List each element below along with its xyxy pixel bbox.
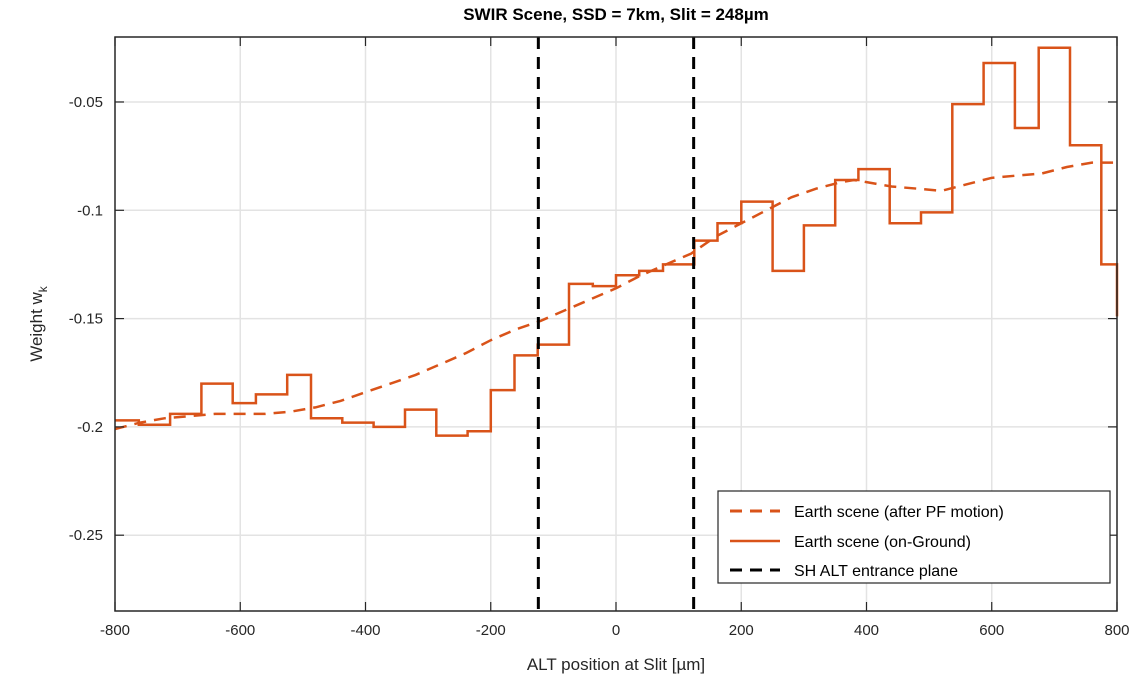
y-tick-label: -0.1 bbox=[77, 202, 103, 219]
x-tick-label: 800 bbox=[1104, 622, 1129, 639]
y-axis-label: Weight wk bbox=[27, 285, 50, 362]
x-tick-label: -600 bbox=[225, 622, 255, 639]
legend: Earth scene (after PF motion) Earth scen… bbox=[717, 490, 1111, 584]
y-tick-label: -0.25 bbox=[69, 527, 103, 544]
x-tick-label: -800 bbox=[100, 622, 130, 639]
y-tick-label: -0.15 bbox=[69, 311, 103, 328]
x-tick-label: 0 bbox=[612, 622, 620, 639]
legend-box bbox=[717, 490, 1111, 584]
x-tick-label: -200 bbox=[476, 622, 506, 639]
x-tick-label: 200 bbox=[729, 622, 754, 639]
ticks: -800 -600 -400 -200 0 200 400 600 800 -0.25 -0.2 -0… bbox=[69, 37, 1130, 639]
y-tick-label: -0.2 bbox=[77, 419, 103, 436]
legend-label-on-ground: Earth scene (on-Ground) bbox=[794, 534, 971, 551]
y-tick-label: -0.05 bbox=[69, 94, 103, 111]
grid bbox=[115, 37, 1117, 611]
chart-title: SWIR Scene, SSD = 7km, Slit = 248µm bbox=[463, 5, 769, 24]
data-layer bbox=[114, 37, 1119, 611]
y-axis-label-main: Weight w bbox=[27, 291, 46, 361]
x-tick-label: 600 bbox=[979, 622, 1004, 639]
series-on-ground-line bbox=[115, 46, 1119, 437]
y-axis-label-subscript: k bbox=[36, 285, 50, 292]
legend-label-after-pf: Earth scene (after PF motion) bbox=[794, 504, 1004, 521]
series-after-pf-line bbox=[114, 161, 1117, 431]
legend-label-entrance: SH ALT entrance plane bbox=[794, 563, 958, 580]
x-tick-label: -400 bbox=[350, 622, 380, 639]
x-axis-label: ALT position at Slit [µm] bbox=[527, 655, 705, 674]
x-tick-label: 400 bbox=[854, 622, 879, 639]
